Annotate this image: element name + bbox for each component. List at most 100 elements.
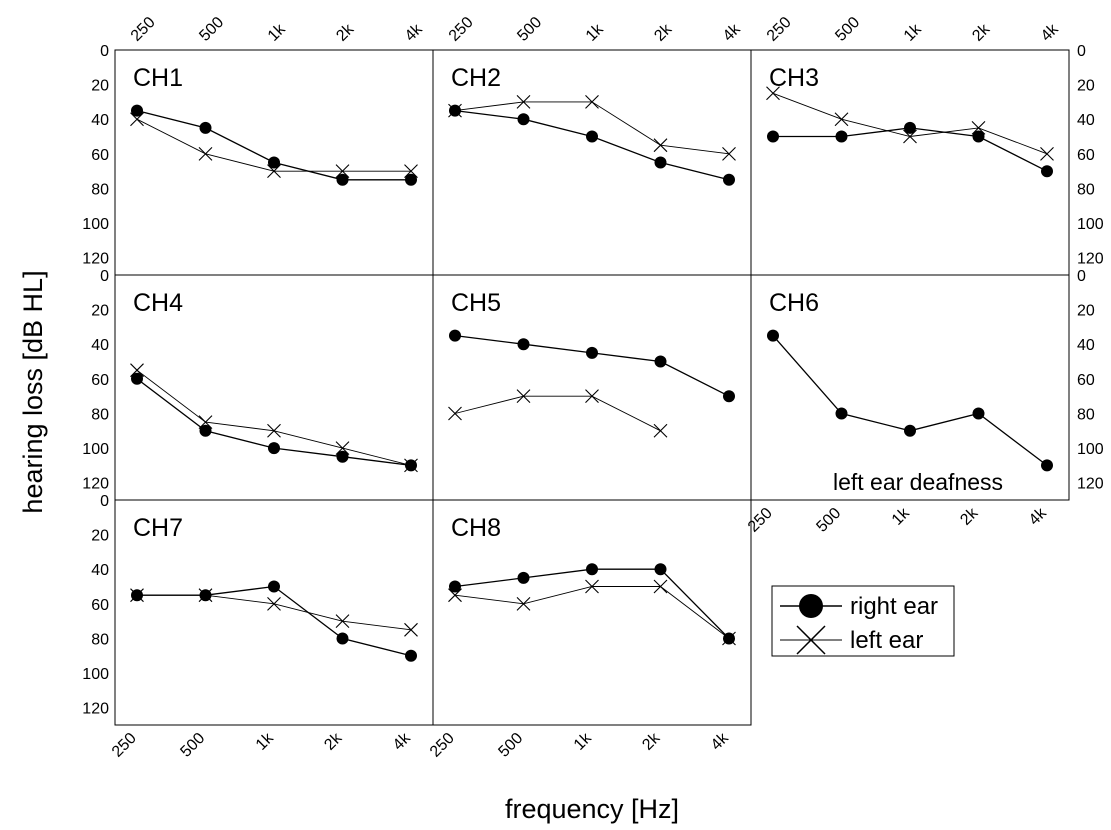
left-ear-point [585, 95, 599, 109]
left-ear-point [267, 164, 281, 179]
y-tick-label: 40 [1077, 112, 1095, 129]
x-tick-label: 500 [196, 14, 227, 45]
x-tick-label: 1k [901, 20, 926, 45]
x-tick-label: 250 [427, 730, 458, 761]
left-ear-point [198, 415, 213, 430]
panel-title: CH1 [133, 64, 183, 92]
right-ear-point [586, 563, 598, 576]
y-tick-label: 20 [91, 528, 109, 545]
right-ear-line [136, 109, 411, 181]
left-ear-point [130, 112, 144, 127]
right-ear-point [586, 346, 598, 359]
y-tick-label: 80 [91, 181, 109, 198]
panel-title: CH2 [451, 64, 501, 92]
right-ear-point [268, 580, 280, 593]
right-ear-point [654, 156, 667, 169]
legend-box [771, 585, 955, 657]
left-ear-line [137, 594, 412, 631]
y-tick-label: 20 [1077, 78, 1095, 95]
legend-right-ear-label: right ear [850, 593, 938, 620]
y-tick-label: 100 [82, 216, 109, 233]
x-tick-label: 250 [764, 14, 795, 45]
y-tick-label: 20 [91, 78, 109, 95]
right-ear-point [131, 589, 143, 602]
right-ear-point [972, 407, 985, 420]
left-ear-point [267, 423, 281, 438]
y-tick-label: 80 [91, 406, 109, 423]
y-tick-label: 60 [91, 147, 109, 164]
right-ear-line [137, 585, 412, 657]
right-ear-point [517, 338, 530, 351]
left-ear-point [335, 441, 350, 455]
y-tick-label: 60 [1077, 147, 1095, 164]
right-ear-point [199, 424, 212, 437]
right-ear-point [449, 104, 461, 117]
left-ear-point [653, 423, 668, 438]
panel-title: CH3 [769, 64, 819, 92]
panel-ch8: CH8 [432, 499, 752, 726]
right-ear-point [835, 130, 848, 143]
x-tick-label: 1k [253, 729, 278, 754]
legend-left-ear-label: left ear [850, 627, 923, 654]
legend: right ear left ear [771, 585, 955, 657]
x-tick-label: 2k [639, 729, 664, 754]
left-ear-point [653, 138, 668, 153]
right-ear-point [199, 121, 212, 134]
panel-title: CH7 [133, 514, 183, 542]
x-tick-label: 2k [969, 20, 994, 45]
right-ear-line [454, 109, 730, 181]
left-ear-point [653, 579, 668, 594]
left-ear-point [516, 389, 531, 404]
right-ear-point [654, 355, 667, 368]
y-tick-label: 20 [91, 303, 109, 320]
x-tick-label: 500 [832, 14, 863, 45]
y-tick-label: 100 [1077, 441, 1104, 458]
x-tick-label: 250 [745, 505, 776, 536]
y-tick-label: 40 [91, 562, 109, 579]
y-tick-label: 100 [82, 441, 109, 458]
x-tick-label: 250 [109, 730, 140, 761]
y-tick-label: 60 [91, 372, 109, 389]
x-tick-label: 4k [720, 20, 745, 45]
right-ear-point [405, 649, 417, 662]
x-tick-label: 4k [1038, 20, 1063, 45]
right-ear-line [454, 568, 730, 639]
x-tick-label: 500 [813, 505, 844, 536]
right-ear-line [772, 335, 1048, 466]
y-tick-label: 60 [1077, 372, 1095, 389]
x-tick-label: 4k [708, 729, 733, 754]
right-ear-point [767, 130, 779, 143]
y-tick-label: 120 [1077, 476, 1104, 493]
x-tick-label: 1k [571, 729, 596, 754]
y-tick-label: 100 [82, 666, 109, 683]
panel-ch2: CH2 [432, 49, 752, 276]
x-tick-label: 2k [957, 504, 982, 529]
y-tick-label: 0 [100, 43, 109, 60]
panel-ch1: CH1 [114, 49, 434, 276]
y-tick-label: 120 [1077, 251, 1104, 268]
y-tick-label: 80 [91, 631, 109, 648]
left-ear-point [971, 120, 986, 135]
right-ear-point [767, 329, 779, 342]
y-tick-label: 0 [100, 268, 109, 285]
left-ear-point [1040, 146, 1054, 161]
panel-title: CH4 [133, 289, 183, 317]
panel-ch3: CH3 [750, 49, 1070, 276]
right-ear-point [654, 563, 667, 576]
right-ear-point [336, 450, 349, 463]
panel-title: CH6 [769, 289, 819, 317]
right-ear-point [904, 424, 916, 437]
right-ear-point [199, 589, 212, 602]
x-tick-label: 250 [128, 14, 159, 45]
left-ear-point [516, 95, 531, 109]
right-ear-point [449, 329, 461, 342]
y-tick-label: 80 [1077, 406, 1095, 423]
right-ear-point [336, 632, 349, 645]
y-tick-label: 40 [91, 337, 109, 354]
x-axis-label: frequency [Hz] [505, 794, 679, 824]
left-ear-point [404, 622, 418, 637]
panels: CH1 CH2 CH3 CH4 CH5 CH6 left ear deafness CH7 CH… [114, 49, 1070, 726]
right-ear-point [517, 113, 530, 126]
y-tick-label: 0 [1077, 268, 1086, 285]
